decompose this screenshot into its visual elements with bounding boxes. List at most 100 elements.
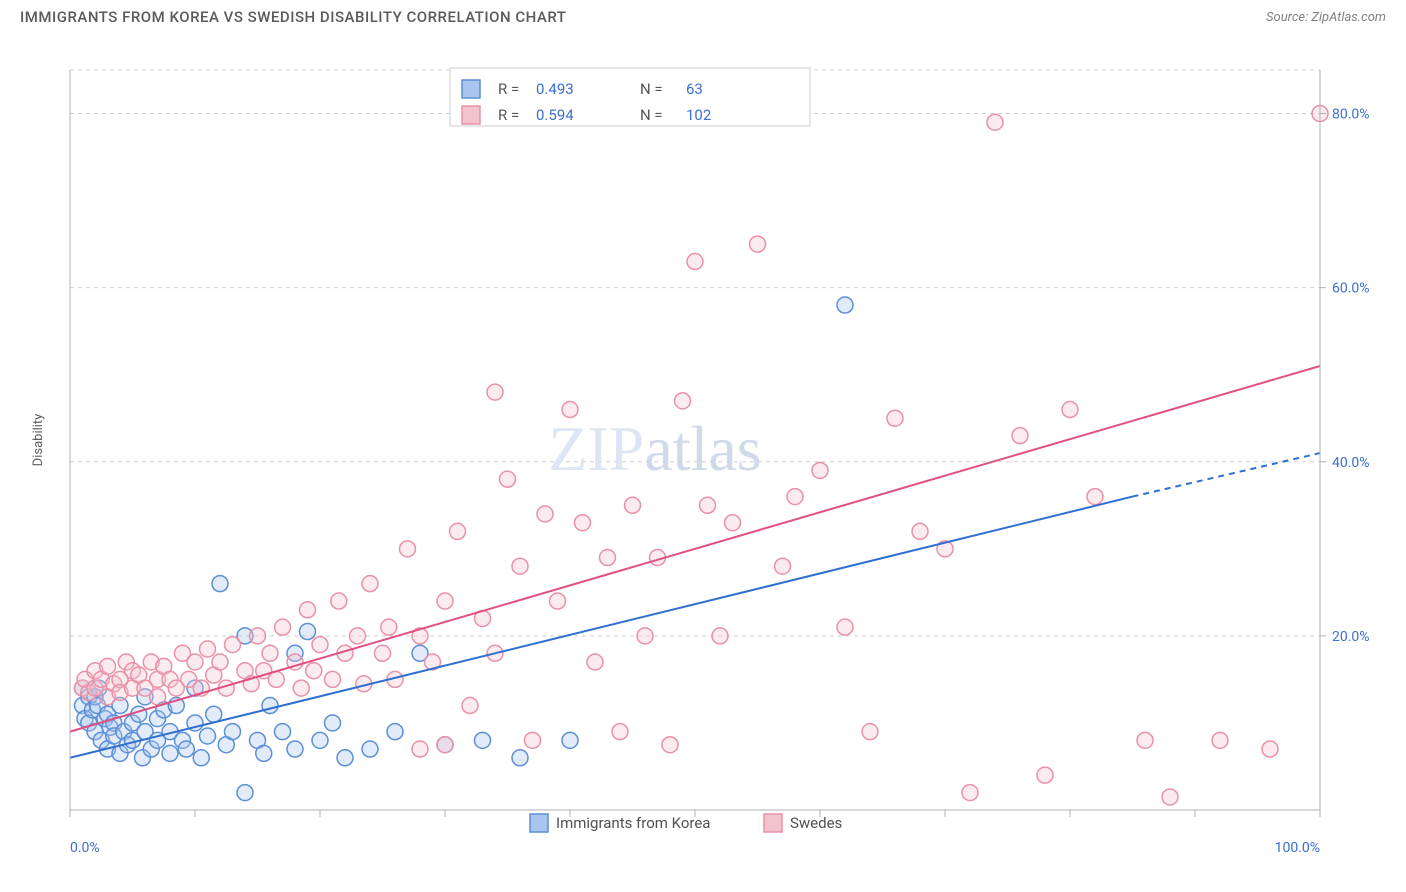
legend-n-value: 102 — [686, 106, 711, 124]
data-point — [862, 724, 878, 740]
bottom-legend-swatch — [764, 814, 782, 832]
data-point — [337, 750, 353, 766]
data-point — [662, 737, 678, 753]
legend-swatch — [462, 80, 480, 98]
data-point — [837, 297, 853, 313]
data-point — [225, 724, 241, 740]
y-tick-label: 80.0% — [1332, 107, 1370, 123]
data-point — [350, 628, 366, 644]
data-point — [331, 593, 347, 609]
data-point — [1037, 767, 1053, 783]
data-point — [962, 785, 978, 801]
data-point — [212, 576, 228, 592]
legend-n-label: N = — [640, 106, 663, 124]
data-point — [550, 593, 566, 609]
data-point — [225, 637, 241, 653]
data-point — [200, 728, 216, 744]
data-point — [612, 724, 628, 740]
y-axis-label: Disability — [31, 414, 46, 467]
bottom-legend-swatch — [530, 814, 548, 832]
legend-r-value: 0.594 — [536, 106, 574, 124]
data-point — [787, 489, 803, 505]
data-point — [287, 741, 303, 757]
data-point — [362, 741, 378, 757]
chart-container: ZIPatlas0.0%100.0%20.0%40.0%60.0%80.0%Di… — [20, 40, 1386, 872]
data-point — [193, 750, 209, 766]
data-point — [725, 515, 741, 531]
data-point — [700, 497, 716, 513]
watermark: ZIPatlas — [548, 413, 761, 484]
data-point — [1162, 789, 1178, 805]
data-point — [212, 654, 228, 670]
y-tick-label: 20.0% — [1332, 629, 1370, 645]
data-point — [312, 637, 328, 653]
data-point — [587, 654, 603, 670]
data-point — [562, 732, 578, 748]
scatter-chart: ZIPatlas0.0%100.0%20.0%40.0%60.0%80.0%Di… — [20, 40, 1386, 872]
data-point — [1137, 732, 1153, 748]
data-point — [362, 576, 378, 592]
data-point — [575, 515, 591, 531]
data-point — [1012, 428, 1028, 444]
data-point — [512, 558, 528, 574]
data-point — [887, 410, 903, 426]
data-point — [187, 654, 203, 670]
data-point — [381, 619, 397, 635]
bottom-legend-label: Swedes — [790, 814, 842, 832]
legend-r-value: 0.493 — [536, 80, 574, 98]
data-point — [131, 706, 147, 722]
data-point — [312, 732, 328, 748]
data-point — [450, 523, 466, 539]
data-point — [475, 732, 491, 748]
data-point — [837, 619, 853, 635]
data-point — [712, 628, 728, 644]
chart-title: IMMIGRANTS FROM KOREA VS SWEDISH DISABIL… — [20, 8, 566, 26]
legend-r-label: R = — [498, 106, 519, 124]
data-point — [512, 750, 528, 766]
trend-line-dashed — [1133, 453, 1321, 497]
data-point — [437, 593, 453, 609]
data-point — [412, 741, 428, 757]
data-point — [987, 114, 1003, 130]
data-point — [1087, 489, 1103, 505]
data-point — [437, 737, 453, 753]
y-tick-label: 60.0% — [1332, 281, 1370, 297]
chart-header: IMMIGRANTS FROM KOREA VS SWEDISH DISABIL… — [0, 0, 1406, 30]
data-point — [750, 236, 766, 252]
data-point — [537, 506, 553, 522]
data-point — [250, 628, 266, 644]
x-tick-label: 0.0% — [70, 840, 100, 856]
data-point — [687, 254, 703, 270]
chart-source: Source: ZipAtlas.com — [1266, 10, 1386, 25]
data-point — [300, 602, 316, 618]
data-point — [325, 671, 341, 687]
legend-r-label: R = — [498, 80, 519, 98]
data-point — [256, 745, 272, 761]
data-point — [1062, 402, 1078, 418]
data-point — [625, 497, 641, 513]
data-point — [1212, 732, 1228, 748]
data-point — [275, 619, 291, 635]
data-point — [400, 541, 416, 557]
data-point — [1262, 741, 1278, 757]
data-point — [375, 645, 391, 661]
data-point — [675, 393, 691, 409]
trend-line — [70, 497, 1133, 758]
data-point — [562, 402, 578, 418]
data-point — [275, 724, 291, 740]
data-point — [262, 645, 278, 661]
data-point — [325, 715, 341, 731]
data-point — [206, 706, 222, 722]
data-point — [150, 689, 166, 705]
data-point — [162, 745, 178, 761]
data-point — [387, 724, 403, 740]
bottom-legend-label: Immigrants from Korea — [556, 814, 710, 832]
data-point — [912, 523, 928, 539]
legend-n-label: N = — [640, 80, 663, 98]
legend-n-value: 63 — [686, 80, 703, 98]
data-point — [525, 732, 541, 748]
data-point — [306, 663, 322, 679]
data-point — [200, 641, 216, 657]
data-point — [462, 698, 478, 714]
data-point — [812, 462, 828, 478]
